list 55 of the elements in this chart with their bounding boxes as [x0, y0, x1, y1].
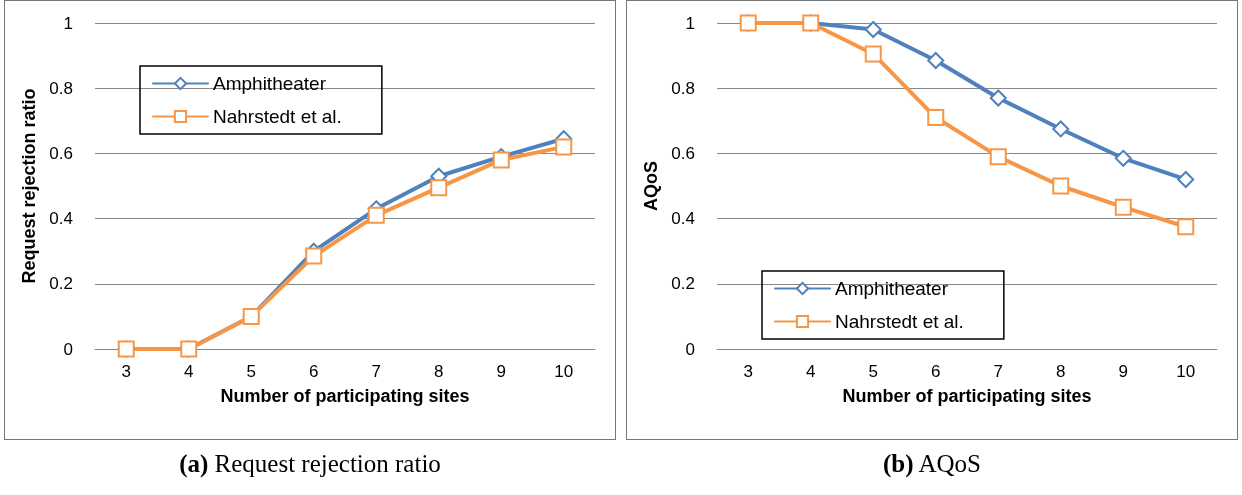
y-axis-title: AQoS: [641, 160, 662, 212]
y-tick-label: 1: [63, 13, 73, 33]
point: [1177, 218, 1195, 236]
point: [430, 179, 448, 197]
x-tick-label: 5: [868, 362, 878, 381]
point: [927, 51, 945, 69]
legend-label: Amphitheater: [213, 73, 327, 94]
point: [989, 89, 1007, 107]
x-tick-label: 6: [931, 362, 941, 381]
y-axis-title: Request rejection ratio: [19, 88, 40, 284]
point: [1177, 170, 1195, 188]
text: (a) Request rejection ratio: [178, 450, 442, 478]
point: [1052, 120, 1070, 138]
x-axis-title: Number of participating sites: [842, 386, 1092, 406]
y-tick-label: 0.4: [49, 209, 73, 229]
point: [367, 206, 385, 224]
y-tick-label: 0.6: [49, 143, 73, 163]
x-tick-label: 7: [993, 362, 1003, 381]
x-tick-label: 8: [1056, 362, 1066, 381]
x-tick-label: 10: [554, 362, 574, 381]
y-tick-label: 0.6: [671, 143, 695, 163]
point: [1052, 177, 1070, 195]
x-tick-label: 10: [1176, 362, 1196, 381]
point: [864, 21, 882, 39]
point: [305, 247, 323, 265]
point: [1114, 149, 1132, 167]
x-tick-label: 8: [434, 362, 444, 381]
legend-label: Nahrstedt et al.: [213, 106, 342, 127]
x-tick-label: 9: [1118, 362, 1128, 381]
point: [1114, 198, 1132, 216]
x-tick-label: 6: [309, 362, 319, 381]
x-tick-label: 7: [371, 362, 381, 381]
legend-label: Amphitheater: [835, 278, 949, 299]
y-tick-label: 0: [685, 339, 695, 359]
text: (b) AQoS: [882, 450, 982, 478]
y-tick-label: 0.8: [49, 78, 73, 98]
point: [927, 109, 945, 127]
point: [864, 45, 882, 63]
point: [492, 151, 510, 169]
y-tick-label: 0.8: [671, 78, 695, 98]
point: [555, 138, 573, 156]
y-tick-label: 0.2: [671, 274, 695, 294]
y-tick-label: 1: [685, 13, 695, 33]
x-tick-label: 9: [496, 362, 506, 381]
y-tick-label: 0.2: [49, 274, 73, 294]
x-tick-label: 4: [806, 362, 816, 381]
y-tick-label: 0.4: [671, 209, 695, 229]
x-tick-label: 5: [246, 362, 256, 381]
x-tick-label: 3: [743, 362, 753, 381]
legend-label: Nahrstedt et al.: [835, 311, 964, 332]
y-tick-label: 0: [63, 339, 73, 359]
x-tick-label: 4: [184, 362, 194, 381]
x-tick-label: 3: [121, 362, 131, 381]
x-axis-title: Number of participating sites: [220, 386, 470, 406]
point: [989, 148, 1007, 166]
